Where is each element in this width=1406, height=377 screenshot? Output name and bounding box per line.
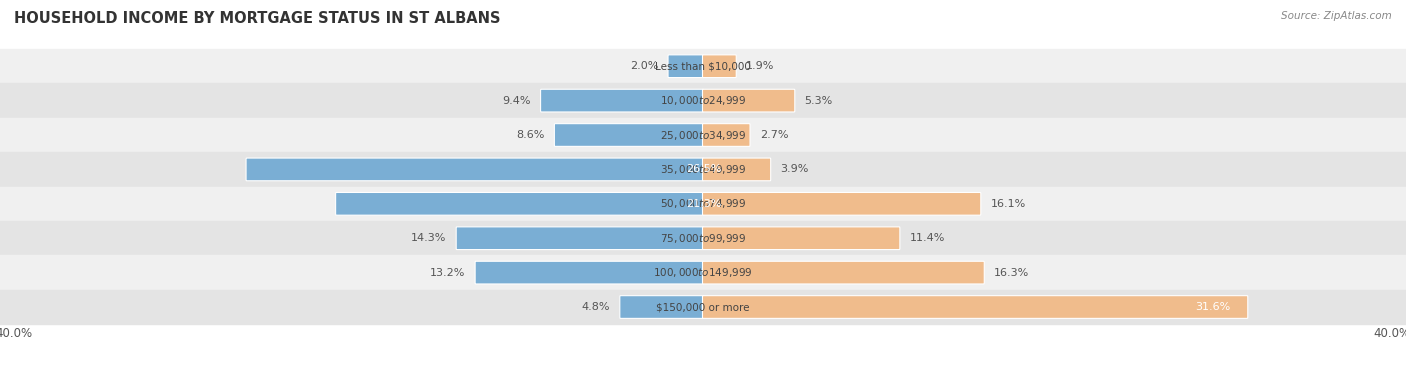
Text: 14.3%: 14.3% <box>411 233 446 243</box>
FancyBboxPatch shape <box>668 55 703 78</box>
Text: 11.4%: 11.4% <box>910 233 945 243</box>
FancyBboxPatch shape <box>703 55 737 78</box>
Bar <box>0 290 1406 324</box>
FancyBboxPatch shape <box>703 89 794 112</box>
FancyBboxPatch shape <box>703 296 1247 318</box>
Text: 1.9%: 1.9% <box>747 61 775 71</box>
Bar <box>0 187 1406 221</box>
Text: 16.3%: 16.3% <box>994 268 1029 277</box>
FancyBboxPatch shape <box>703 158 770 181</box>
FancyBboxPatch shape <box>620 296 703 318</box>
Text: HOUSEHOLD INCOME BY MORTGAGE STATUS IN ST ALBANS: HOUSEHOLD INCOME BY MORTGAGE STATUS IN S… <box>14 11 501 26</box>
Bar <box>0 256 1406 290</box>
FancyBboxPatch shape <box>246 158 703 181</box>
Text: $10,000 to $24,999: $10,000 to $24,999 <box>659 94 747 107</box>
Bar <box>0 118 1406 152</box>
FancyBboxPatch shape <box>540 89 703 112</box>
Text: Source: ZipAtlas.com: Source: ZipAtlas.com <box>1281 11 1392 21</box>
FancyBboxPatch shape <box>475 261 703 284</box>
FancyBboxPatch shape <box>554 124 703 146</box>
Bar <box>0 83 1406 118</box>
Text: $150,000 or more: $150,000 or more <box>657 302 749 312</box>
Text: Less than $10,000: Less than $10,000 <box>655 61 751 71</box>
Text: 8.6%: 8.6% <box>516 130 544 140</box>
Text: 21.3%: 21.3% <box>686 199 721 209</box>
FancyBboxPatch shape <box>703 193 981 215</box>
Bar <box>0 49 1406 83</box>
Text: $35,000 to $49,999: $35,000 to $49,999 <box>659 163 747 176</box>
FancyBboxPatch shape <box>336 193 703 215</box>
Bar <box>0 152 1406 187</box>
FancyBboxPatch shape <box>456 227 703 250</box>
Text: 4.8%: 4.8% <box>582 302 610 312</box>
Text: 5.3%: 5.3% <box>804 96 832 106</box>
Text: $50,000 to $74,999: $50,000 to $74,999 <box>659 197 747 210</box>
Text: 26.5%: 26.5% <box>686 164 721 175</box>
FancyBboxPatch shape <box>703 261 984 284</box>
Text: $25,000 to $34,999: $25,000 to $34,999 <box>659 129 747 141</box>
Text: $100,000 to $149,999: $100,000 to $149,999 <box>654 266 752 279</box>
Text: $75,000 to $99,999: $75,000 to $99,999 <box>659 232 747 245</box>
Text: 2.0%: 2.0% <box>630 61 658 71</box>
Text: 13.2%: 13.2% <box>430 268 465 277</box>
FancyBboxPatch shape <box>703 124 749 146</box>
Text: 9.4%: 9.4% <box>502 96 531 106</box>
FancyBboxPatch shape <box>703 227 900 250</box>
Text: 31.6%: 31.6% <box>1195 302 1230 312</box>
Bar <box>0 221 1406 256</box>
Text: 2.7%: 2.7% <box>759 130 789 140</box>
Text: 3.9%: 3.9% <box>780 164 808 175</box>
Text: 16.1%: 16.1% <box>991 199 1026 209</box>
